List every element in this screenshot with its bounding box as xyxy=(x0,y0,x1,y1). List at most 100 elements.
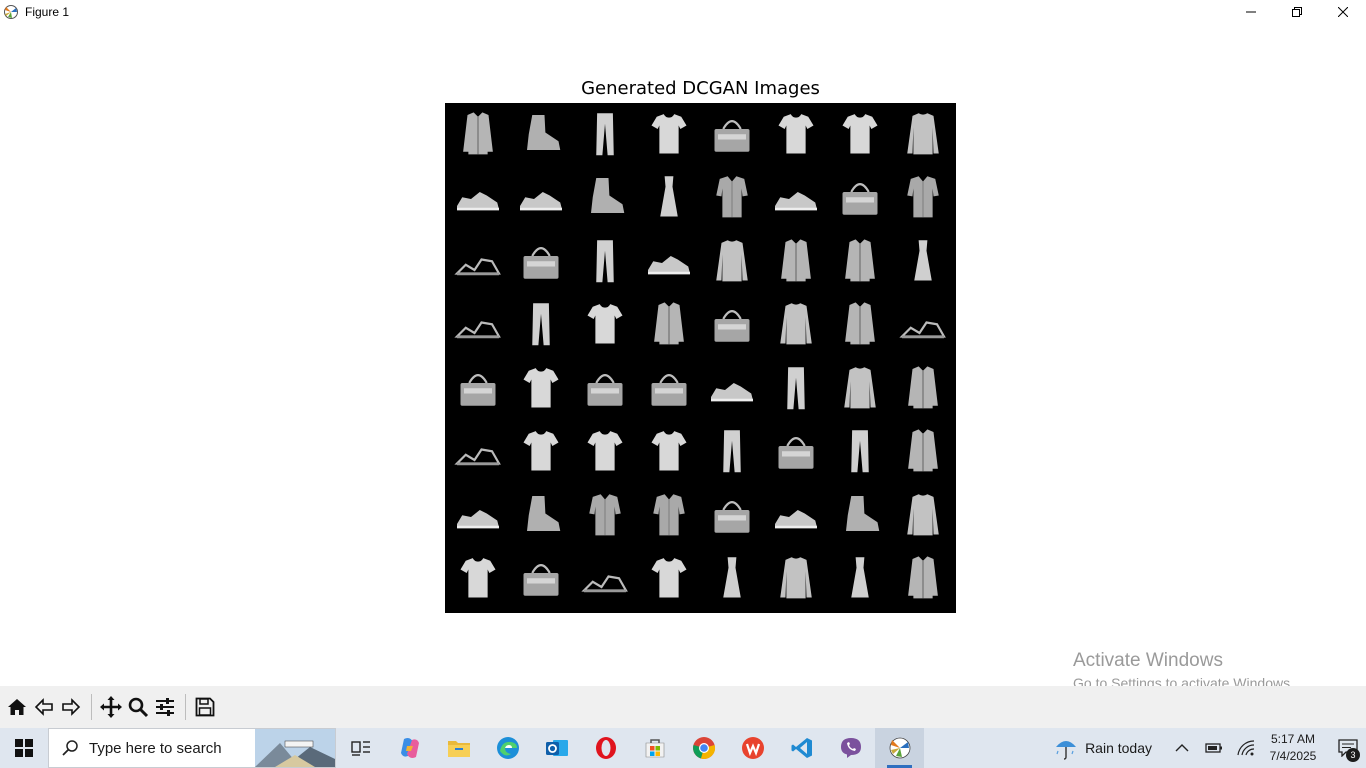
chrome-browser-icon[interactable] xyxy=(679,728,728,768)
generated-image-sneaker xyxy=(511,169,573,231)
generated-image-tshirt xyxy=(574,296,636,358)
notification-count-badge: 3 xyxy=(1346,748,1360,762)
viber-icon[interactable] xyxy=(826,728,875,768)
edge-browser-icon[interactable] xyxy=(483,728,532,768)
generated-image-pullover xyxy=(892,486,954,548)
task-view-icon[interactable] xyxy=(336,728,385,768)
generated-image-tshirt xyxy=(511,423,573,485)
generated-image-pullover xyxy=(829,359,891,421)
generated-image-trouser xyxy=(574,232,636,294)
close-button[interactable] xyxy=(1320,0,1366,24)
umbrella-rain-icon xyxy=(1056,741,1077,760)
generated-image-tshirt xyxy=(829,105,891,167)
system-tray: Rain today 5:17 AM 7/4/2025 3 xyxy=(1053,728,1366,768)
generated-image-sandal xyxy=(447,423,509,485)
generated-image-bag xyxy=(574,359,636,421)
weather-widget[interactable]: Rain today xyxy=(1053,735,1152,761)
generated-image-coat xyxy=(892,359,954,421)
window-title: Figure 1 xyxy=(25,5,70,19)
generated-image-tshirt xyxy=(574,423,636,485)
generated-image-trouser xyxy=(574,105,636,167)
figure-canvas[interactable]: Generated DCGAN Images Activate Windows … xyxy=(0,24,1366,691)
zoom-icon[interactable] xyxy=(125,693,151,721)
vscode-icon[interactable] xyxy=(777,728,826,768)
microsoft-store-icon[interactable] xyxy=(630,728,679,768)
generated-image-pullover xyxy=(765,550,827,612)
generated-image-tshirt xyxy=(638,105,700,167)
generated-image-ankle-boot xyxy=(511,486,573,548)
battery-icon[interactable] xyxy=(1198,728,1230,768)
generated-image-pullover xyxy=(702,232,764,294)
file-explorer-icon[interactable] xyxy=(434,728,483,768)
generated-image-coat xyxy=(638,296,700,358)
notification-center-button[interactable]: 3 xyxy=(1330,728,1366,768)
generated-image-coat xyxy=(829,296,891,358)
generated-image-dress xyxy=(702,550,764,612)
windows-logo-icon xyxy=(15,739,33,757)
generated-image-grid xyxy=(445,103,956,613)
generated-image-ankle-boot xyxy=(829,486,891,548)
activate-windows-watermark: Activate Windows Go to Settings to activ… xyxy=(1073,650,1294,691)
toolbar-separator xyxy=(91,694,92,720)
generated-image-pullover xyxy=(765,296,827,358)
generated-image-sandal xyxy=(574,550,636,612)
wps-office-icon[interactable] xyxy=(728,728,777,768)
generated-image-bag xyxy=(638,359,700,421)
generated-image-dress xyxy=(829,550,891,612)
search-icon xyxy=(61,739,79,757)
taskbar-search-box[interactable]: Type here to search xyxy=(48,728,336,768)
generated-image-sandal xyxy=(447,232,509,294)
navigation-toolbar xyxy=(0,686,1366,728)
generated-image-sneaker xyxy=(447,169,509,231)
minimize-button[interactable] xyxy=(1228,0,1274,24)
generated-image-ankle-boot xyxy=(574,169,636,231)
generated-image-sneaker xyxy=(447,486,509,548)
generated-image-tshirt xyxy=(638,550,700,612)
generated-image-bag xyxy=(447,359,509,421)
generated-image-bag xyxy=(829,169,891,231)
home-icon[interactable] xyxy=(4,693,30,721)
copilot-icon[interactable] xyxy=(385,728,434,768)
generated-image-trouser xyxy=(511,296,573,358)
generated-image-coat xyxy=(892,423,954,485)
generated-image-dress xyxy=(892,232,954,294)
toolbar-separator xyxy=(185,694,186,720)
generated-image-bag xyxy=(702,486,764,548)
generated-image-sneaker xyxy=(765,169,827,231)
generated-image-shirt xyxy=(638,486,700,548)
forward-icon[interactable] xyxy=(58,693,84,721)
network-wifi-icon[interactable] xyxy=(1230,728,1262,768)
taskbar-clock[interactable]: 5:17 AM 7/4/2025 xyxy=(1262,731,1324,765)
clock-time: 5:17 AM xyxy=(1270,732,1316,746)
generated-image-coat xyxy=(447,105,509,167)
save-icon[interactable] xyxy=(192,693,218,721)
pan-icon[interactable] xyxy=(98,693,124,721)
generated-image-shirt xyxy=(574,486,636,548)
figure-title: Generated DCGAN Images xyxy=(581,78,820,99)
matplotlib-taskbar-icon[interactable] xyxy=(875,728,924,768)
outlook-icon[interactable] xyxy=(532,728,581,768)
title-bar: Figure 1 xyxy=(0,0,1366,24)
back-icon[interactable] xyxy=(31,693,57,721)
opera-browser-icon[interactable] xyxy=(581,728,630,768)
generated-image-sneaker xyxy=(765,486,827,548)
generated-image-shirt xyxy=(702,169,764,231)
generated-image-pullover xyxy=(892,105,954,167)
generated-image-shirt xyxy=(892,169,954,231)
generated-image-tshirt xyxy=(638,423,700,485)
search-placeholder: Type here to search xyxy=(89,739,222,757)
generated-image-coat xyxy=(892,550,954,612)
generated-image-trouser xyxy=(765,359,827,421)
generated-image-coat xyxy=(829,232,891,294)
configure-subplots-icon[interactable] xyxy=(152,693,178,721)
watermark-line1: Activate Windows xyxy=(1073,650,1223,671)
generated-image-coat xyxy=(765,232,827,294)
restore-button[interactable] xyxy=(1274,0,1320,24)
generated-image-bag xyxy=(511,550,573,612)
generated-image-sneaker xyxy=(702,359,764,421)
generated-image-bag xyxy=(511,232,573,294)
clock-date: 7/4/2025 xyxy=(1269,749,1317,763)
start-button[interactable] xyxy=(0,728,48,768)
generated-image-bag xyxy=(702,105,764,167)
show-hidden-icons-chevron-icon[interactable] xyxy=(1166,728,1198,768)
